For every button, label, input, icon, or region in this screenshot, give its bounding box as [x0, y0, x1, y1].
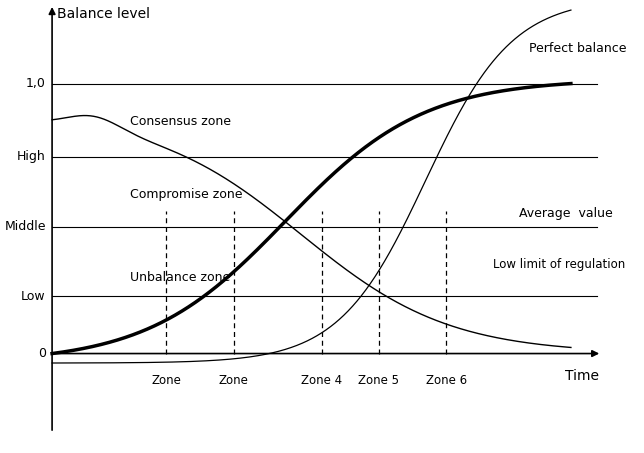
Text: Zone: Zone: [151, 374, 181, 387]
Text: Compromise zone: Compromise zone: [130, 188, 242, 201]
Text: Balance level: Balance level: [57, 7, 150, 21]
Text: 1,0: 1,0: [26, 77, 46, 90]
Text: Perfect balance: Perfect balance: [529, 42, 627, 55]
Text: Middle: Middle: [5, 220, 46, 233]
Text: High: High: [17, 150, 46, 163]
Text: 0: 0: [38, 347, 46, 360]
Text: Zone 4: Zone 4: [301, 374, 343, 387]
Text: Zone: Zone: [219, 374, 249, 387]
Text: Unbalance zone: Unbalance zone: [130, 271, 230, 284]
Text: Time: Time: [565, 370, 600, 383]
Text: Low: Low: [21, 290, 46, 303]
Text: Low limit of regulation: Low limit of regulation: [493, 258, 625, 271]
Text: Zone 5: Zone 5: [359, 374, 399, 387]
Text: Average  value: Average value: [519, 207, 613, 220]
Text: Zone 6: Zone 6: [426, 374, 467, 387]
Text: Consensus zone: Consensus zone: [130, 115, 231, 128]
